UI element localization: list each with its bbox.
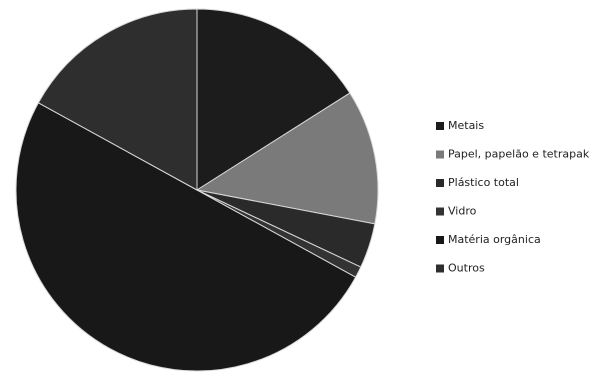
- legend-label: Matéria orgânica: [448, 233, 541, 246]
- legend-swatch: [436, 207, 444, 216]
- legend-label: Metais: [448, 119, 484, 132]
- legend-label: Vidro: [448, 205, 477, 218]
- legend-swatch: [436, 264, 444, 273]
- pie-slice: [15, 102, 357, 372]
- legend-label: Outros: [448, 262, 485, 275]
- legend-swatch: [436, 236, 444, 244]
- pie-slice: [37, 8, 198, 191]
- pie-slice: [195, 92, 379, 225]
- legend-label: Plástico total: [448, 176, 519, 189]
- pie-slice: [196, 8, 351, 191]
- legend-label: Papel, papelão e tetrapak: [448, 148, 590, 161]
- legend-swatch: [436, 150, 444, 159]
- legend-swatch: [436, 179, 444, 187]
- legend-swatch: [436, 122, 444, 130]
